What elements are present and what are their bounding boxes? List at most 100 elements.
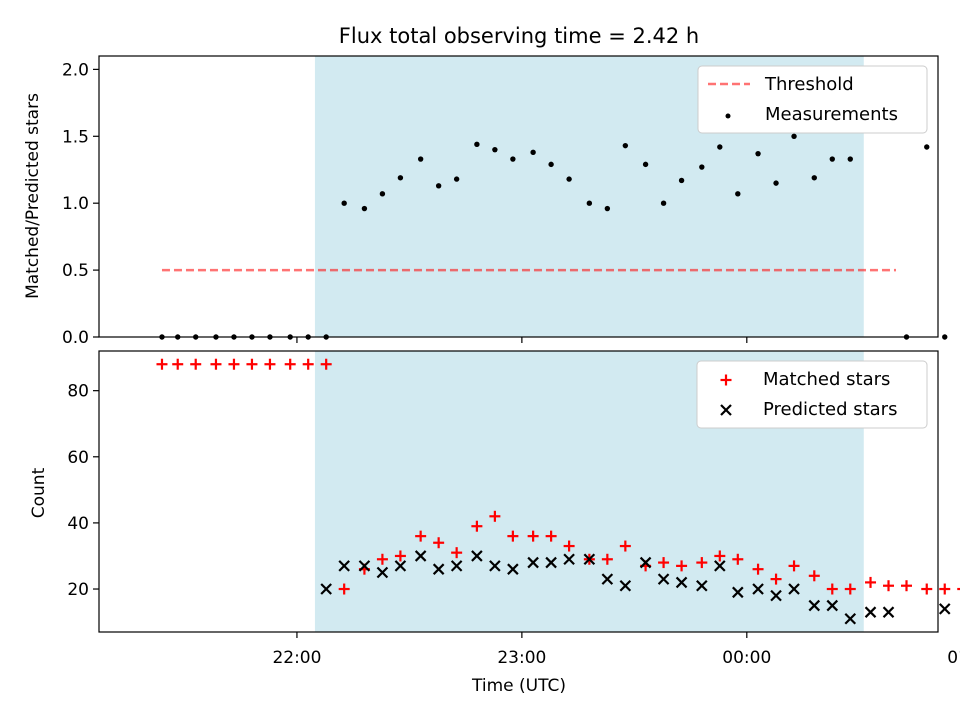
x-tick-label-3: 01:00 — [947, 648, 960, 668]
predicted-star-point — [696, 579, 708, 592]
matched-star-point — [658, 557, 670, 569]
predicted-star-point — [450, 560, 463, 572]
measurement-point — [791, 133, 797, 139]
predicted-star-point-b — [864, 606, 877, 618]
predicted-star-point — [714, 560, 726, 572]
matched-star-point — [264, 358, 276, 370]
predicted-star-point — [414, 550, 427, 562]
matched-star-point — [901, 580, 913, 592]
matched-star-point — [284, 358, 296, 370]
matched-star-point — [545, 530, 557, 542]
matched-star-point — [921, 583, 933, 595]
top-axes-frame — [98, 55, 939, 338]
measurement-point — [699, 164, 705, 170]
measurement-point — [773, 180, 779, 186]
predicted-star-point-b — [714, 560, 726, 572]
measurement-point — [341, 200, 347, 206]
predicted-star-point — [545, 556, 557, 569]
measurement-point — [397, 175, 404, 181]
predicted-star-point — [338, 560, 350, 572]
bottom-axes-frame — [98, 350, 939, 633]
predicted-star-point-b — [563, 553, 575, 566]
predicted-star-point — [938, 603, 951, 615]
predicted-star-point — [619, 579, 632, 592]
measurement-point — [622, 142, 629, 149]
matched-star-point — [376, 553, 388, 565]
measurement-point — [379, 191, 386, 197]
predicted-star-point — [770, 589, 782, 602]
bottom-legend: Matched stars Predicted stars — [696, 360, 928, 429]
predicted-star-point-b — [507, 563, 519, 575]
predicted-star-point — [882, 606, 895, 618]
matched-star-point — [883, 580, 895, 592]
matched-star-point — [156, 358, 168, 370]
matched-star-point — [394, 550, 406, 562]
measurement-point — [361, 205, 368, 212]
predicted-star-point-b — [320, 583, 332, 595]
x-axis-label: Time (UTC) — [471, 676, 566, 696]
legend-threshold-label: Threshold — [764, 74, 854, 95]
predicted-star-point-b — [489, 560, 501, 572]
matched-star-point — [619, 540, 631, 552]
predicted-star-point-b — [545, 556, 557, 569]
measurement-point — [642, 161, 649, 168]
predicted-star-point — [320, 583, 332, 595]
matched-star-point — [939, 583, 951, 595]
predicted-star-point-b — [450, 560, 463, 572]
matched-star-point — [714, 550, 726, 562]
matched-star-point — [451, 547, 463, 559]
matched-star-point — [507, 530, 519, 542]
x-tick-label-0: 22:00 — [272, 648, 321, 668]
predicted-star-point-b — [657, 573, 670, 585]
bottom-y-tick-label-1: 40 — [67, 514, 89, 534]
matched-star-point — [320, 358, 332, 370]
top-y-tick-label-1: 0.5 — [62, 261, 89, 281]
predicted-star-point — [732, 586, 744, 599]
measurement-point — [435, 183, 442, 189]
measurement-point — [735, 191, 741, 197]
measurement-point — [566, 176, 572, 182]
legend-predicted-swatch — [720, 404, 732, 416]
predicted-star-point — [844, 612, 857, 625]
matched-star-point — [865, 576, 877, 588]
predicted-star-point-b — [394, 560, 407, 572]
predicted-star-point — [788, 583, 800, 595]
predicted-star-point — [376, 566, 389, 579]
predicted-star-point-b — [601, 573, 614, 585]
predicted-star-point-b — [675, 576, 688, 589]
matched-star-point — [228, 358, 240, 370]
matched-star-point — [302, 358, 314, 370]
matched-star-point — [246, 358, 258, 370]
predicted-star-point — [432, 563, 445, 575]
predicted-star-point — [601, 573, 614, 585]
predicted-star-point-b — [639, 556, 652, 569]
predicted-star-point-b — [844, 612, 857, 625]
measurement-point — [924, 144, 930, 150]
measurement-point — [586, 200, 593, 206]
predicted-star-point-b — [414, 550, 427, 562]
predicted-star-point-b — [358, 560, 371, 572]
matched-star-point — [957, 587, 960, 591]
matched-star-point — [471, 520, 483, 532]
matched-star-point — [489, 510, 501, 522]
legend-matched-label: Matched stars — [763, 369, 890, 390]
matched-star-point — [752, 563, 764, 575]
predicted-star-point — [583, 553, 596, 566]
measurement-point — [530, 149, 536, 156]
matched-star-point — [676, 560, 688, 572]
measurement-point — [717, 144, 723, 150]
predicted-star-point-b — [826, 599, 839, 612]
predicted-star-point — [358, 560, 371, 572]
top-y-tick-label-3: 1.5 — [62, 127, 89, 147]
measurement-point — [453, 176, 460, 182]
measurement-point — [604, 205, 611, 212]
predicted-star-point — [507, 563, 519, 575]
top-legend: Threshold Measurements — [697, 65, 928, 134]
predicted-star-point — [639, 556, 652, 569]
matched-star-point — [563, 540, 575, 552]
predicted-star-point — [527, 556, 539, 569]
predicted-star-point-b — [732, 586, 744, 599]
measurement-point — [847, 156, 853, 162]
predicted-star-point — [489, 560, 501, 572]
